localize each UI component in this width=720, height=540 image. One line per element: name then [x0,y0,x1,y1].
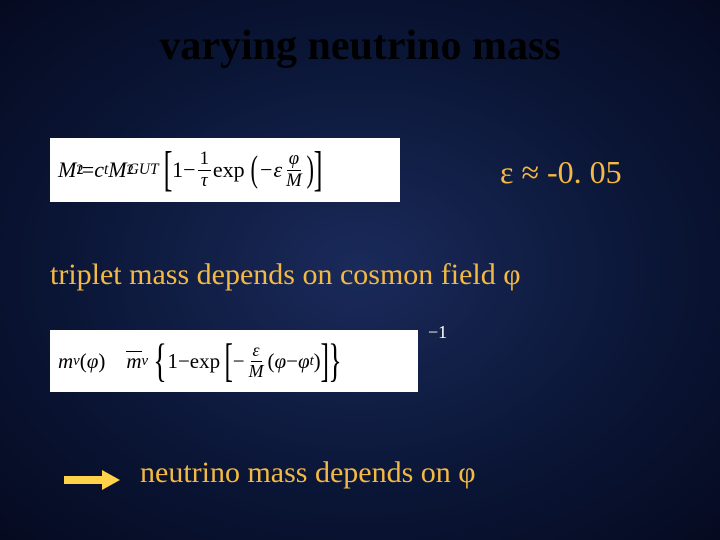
f1-rbracket: ] [314,151,323,190]
f2-exp: exp [190,349,220,374]
arrow-icon [62,470,122,495]
slide-title: varying neutrino mass [0,22,720,70]
exponent-neg1: −1 [428,322,447,343]
f2-one: 1 [167,349,178,374]
f1-negeps: −ε [259,157,283,183]
formula-triplet-mass: M2t = ct M2GUT [ 1 − 1 τ exp ( −ε φ M ) … [50,138,400,202]
f2-lbrace: { [154,343,167,380]
f1-frac2-num: φ [287,150,301,171]
f1-frac2: φ M [284,150,304,190]
f1-Mgut: M [108,157,126,183]
triplet-text: triplet mass depends on cosmon field φ [50,258,521,292]
f2-mbar: m [126,349,141,374]
f2-minus2: − [286,349,298,374]
f2-lp2: ( [267,349,274,374]
f2-neg: − [233,349,245,374]
epsilon-value: ε ≈ -0. 05 [500,154,622,191]
f1-frac: 1 τ [198,150,211,190]
f2-rbrace: } [328,343,341,380]
f2-phi1: φ [274,349,286,374]
f2-mbar-sub: ν [142,353,149,370]
f2-frac: ε M [247,342,266,381]
f2-m: m [58,349,73,374]
f2-minus1: − [178,349,190,374]
f2-rbracket: ] [320,343,328,380]
f2-phi2: φ [298,349,310,374]
f1-one: 1 [172,157,183,183]
f1-frac2-den: M [284,171,304,191]
f1-eq: = [82,157,94,183]
f2-rp: ) [98,349,105,374]
f1-rparen: ) [306,155,313,185]
f1-minus: − [183,157,195,183]
f1-lbracket: [ [164,151,173,190]
formula-neutrino-mass: mν (φ) mν { 1 − exp [ − ε M ( φ − φt ) ]… [50,330,418,392]
f1-frac-den: τ [199,171,210,191]
f2-frac-den: M [247,362,266,381]
f2-lbracket: [ [225,343,233,380]
conclusion-text: neutrino mass depends on φ [140,456,476,490]
f2-lp: ( [80,349,87,374]
f1-c: c [94,157,104,183]
f1-M: M [58,157,76,183]
f2-frac-num: ε [251,342,262,362]
f1-frac-num: 1 [198,150,211,171]
f1-lparen: ( [251,155,258,185]
f1-gut-sub: GUT [128,161,159,179]
f2-arg: φ [87,349,99,374]
f1-exp: exp [213,157,245,183]
